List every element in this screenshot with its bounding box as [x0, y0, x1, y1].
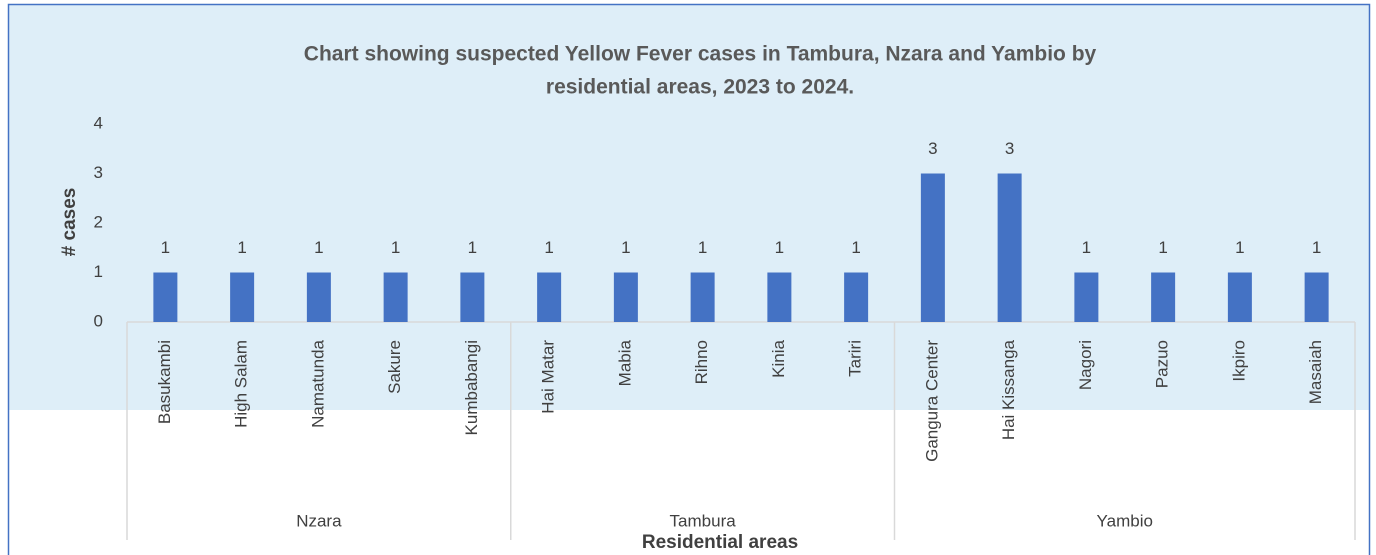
bar: [613, 272, 638, 322]
data-label: 1: [1235, 238, 1244, 257]
data-label: 1: [1312, 238, 1321, 257]
data-label: 1: [544, 238, 553, 257]
chart-background: [8, 4, 1370, 410]
data-label: 1: [1082, 238, 1091, 257]
bar: [767, 272, 792, 322]
x-tick-label: Namatunda: [308, 339, 327, 427]
bar: [460, 272, 485, 322]
bar: [997, 173, 1022, 322]
bar: [1074, 272, 1099, 322]
x-tick-label: Gangura Center: [922, 340, 941, 462]
data-label: 1: [391, 238, 400, 257]
bar: [306, 272, 331, 322]
group-label: Yambio: [1097, 511, 1153, 530]
chart-subtitle: residential areas, 2023 to 2024.: [546, 76, 854, 99]
x-axis-title: Residential areas: [642, 532, 798, 553]
bar: [1304, 272, 1329, 322]
x-tick-label: Hai Matar: [539, 340, 558, 414]
bar: [230, 272, 255, 322]
bar: [690, 272, 715, 322]
bar: [1151, 272, 1176, 322]
bar: [1227, 272, 1252, 322]
bar: [844, 272, 869, 322]
y-tick-label: 4: [94, 113, 103, 132]
data-label: 3: [928, 139, 937, 158]
bar: [920, 173, 945, 322]
x-tick-label: High Salam: [232, 340, 251, 428]
data-label: 1: [1158, 238, 1167, 257]
data-label: 1: [237, 238, 246, 257]
data-label: 1: [775, 238, 784, 257]
x-tick-label: Kumbabangi: [462, 340, 481, 435]
y-axis-title: # cases: [59, 188, 80, 257]
x-tick-label: Basukambi: [155, 340, 174, 424]
data-label: 1: [314, 238, 323, 257]
bar: [537, 272, 562, 322]
data-label: 1: [851, 238, 860, 257]
chart-title: Chart showing suspected Yellow Fever cas…: [304, 43, 1097, 66]
y-tick-label: 3: [94, 163, 103, 182]
y-tick-label: 0: [94, 311, 103, 330]
group-label: Tambura: [670, 511, 737, 530]
data-label: 3: [1005, 139, 1014, 158]
x-tick-label: Nagori: [1076, 340, 1095, 390]
x-tick-label: Mabia: [615, 339, 634, 386]
y-tick-label: 1: [94, 262, 103, 281]
bar: [383, 272, 408, 322]
data-label: 1: [161, 238, 170, 257]
data-label: 1: [698, 238, 707, 257]
x-tick-label: Ikpiro: [1229, 340, 1248, 382]
data-label: 1: [621, 238, 630, 257]
x-tick-label: Tariri: [846, 340, 865, 377]
group-label: Nzara: [296, 511, 342, 530]
x-tick-label: Pazuo: [1153, 340, 1172, 388]
y-tick-label: 2: [94, 212, 103, 231]
x-tick-label: Rihno: [692, 340, 711, 384]
chart-border: [7, 3, 1371, 555]
x-tick-label: Hai Kissanga: [999, 339, 1018, 440]
x-tick-label: Masaiah: [1306, 340, 1325, 404]
x-tick-label: Sakure: [385, 340, 404, 394]
x-tick-label: Kinia: [769, 339, 788, 377]
bar: [153, 272, 178, 322]
data-label: 1: [468, 238, 477, 257]
